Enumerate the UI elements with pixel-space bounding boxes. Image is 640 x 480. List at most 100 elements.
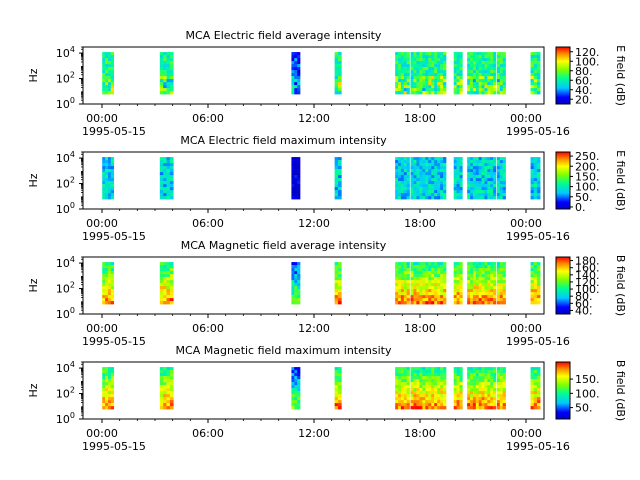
- heatmap-cell: [478, 88, 482, 92]
- heatmap-cell: [166, 157, 171, 161]
- heatmap-cell: [475, 274, 479, 278]
- heatmap-cell: [431, 160, 435, 164]
- heatmap-cell: [502, 73, 506, 77]
- heatmap-cell: [406, 262, 410, 266]
- heatmap-cell: [437, 178, 441, 182]
- heatmap-cell: [416, 76, 420, 80]
- heatmap-cell: [425, 280, 429, 284]
- heatmap-cell: [102, 181, 106, 185]
- heatmap-cell: [105, 52, 109, 56]
- heatmap-cell: [467, 385, 471, 389]
- heatmap-cell: [478, 301, 482, 305]
- heatmap-cell: [536, 82, 541, 86]
- heatmap-cell: [422, 289, 426, 293]
- heatmap-cell: [536, 388, 541, 392]
- heatmap-cell: [496, 58, 501, 62]
- heatmap-cell: [403, 79, 407, 83]
- heatmap-cell: [163, 79, 167, 83]
- heatmap-cell: [163, 52, 167, 56]
- heatmap-cell: [334, 376, 339, 380]
- heatmap-cell: [159, 175, 164, 179]
- heatmap-cell: [166, 70, 171, 74]
- heatmap-cell: [453, 55, 457, 59]
- heatmap-cell: [472, 184, 477, 188]
- heatmap-cell: [533, 280, 538, 284]
- heatmap-cell: [169, 388, 174, 392]
- heatmap-cell: [398, 367, 402, 371]
- heatmap-cell: [163, 67, 167, 71]
- heatmap-cell: [533, 370, 538, 374]
- heatmap-cell: [398, 295, 402, 299]
- heatmap-cell: [403, 91, 407, 95]
- heatmap-cell: [481, 196, 485, 200]
- heatmap-cell: [456, 85, 460, 89]
- heatmap-cell: [453, 406, 457, 410]
- heatmap-cell: [337, 169, 342, 173]
- heatmap-cell: [291, 61, 295, 65]
- heatmap-cell: [337, 382, 342, 386]
- heatmap-cell: [297, 289, 301, 293]
- colorbar-tick-label: 100.: [575, 181, 600, 194]
- heatmap-cell: [428, 61, 432, 65]
- heatmap-cell: [395, 184, 399, 188]
- colorbar-label: B field (dB): [614, 360, 627, 421]
- heatmap-cell: [291, 70, 295, 74]
- heatmap-cell: [440, 190, 444, 194]
- heatmap-cell: [337, 292, 342, 296]
- heatmap-cell: [400, 73, 405, 77]
- heatmap-cell: [400, 178, 405, 182]
- heatmap-cell: [400, 388, 405, 392]
- heatmap-cell: [159, 277, 164, 281]
- heatmap-cell: [159, 388, 164, 392]
- heatmap-cell: [431, 55, 435, 59]
- heatmap-cell: [478, 388, 482, 392]
- heatmap-cell: [428, 85, 432, 89]
- heatmap-cell: [428, 88, 432, 92]
- heatmap-cell: [437, 76, 441, 80]
- heatmap-cell: [478, 184, 482, 188]
- heatmap-cell: [334, 190, 339, 194]
- heatmap-cell: [406, 271, 410, 275]
- heatmap-cell: [487, 280, 491, 284]
- heatmap-cell: [437, 52, 441, 56]
- x-tick-label: 12:00: [298, 112, 330, 125]
- heatmap-cell: [398, 184, 402, 188]
- heatmap-cell: [490, 187, 494, 191]
- heatmap-cell: [484, 382, 488, 386]
- heatmap-cell: [166, 286, 171, 290]
- heatmap-cell: [453, 184, 457, 188]
- heatmap-cell: [533, 79, 538, 83]
- heatmap-cell: [493, 301, 497, 305]
- heatmap-cell: [294, 187, 298, 191]
- heatmap-cell: [459, 289, 463, 293]
- heatmap-cell: [499, 166, 503, 170]
- heatmap-cell: [443, 376, 447, 380]
- heatmap-cell: [294, 286, 298, 290]
- heatmap-cell: [533, 175, 538, 179]
- heatmap-cell: [395, 397, 399, 401]
- heatmap-cell: [294, 376, 298, 380]
- heatmap-cell: [490, 382, 494, 386]
- heatmap-cell: [530, 298, 535, 302]
- heatmap-cell: [403, 169, 407, 173]
- heatmap-cell: [403, 157, 407, 161]
- heatmap-cell: [297, 187, 301, 191]
- heatmap-cell: [398, 379, 402, 383]
- heatmap-cell: [403, 163, 407, 167]
- heatmap-cell: [472, 73, 477, 77]
- heatmap-cell: [496, 187, 501, 191]
- heatmap-cell: [533, 73, 538, 77]
- heatmap-cell: [107, 388, 112, 392]
- heatmap-cell: [440, 298, 444, 302]
- heatmap-cell: [413, 181, 417, 185]
- heatmap-cell: [425, 187, 429, 191]
- heatmap-cell: [102, 301, 106, 305]
- heatmap-cell: [481, 76, 485, 80]
- heatmap-cell: [470, 271, 474, 275]
- heatmap-cell: [406, 64, 410, 68]
- heatmap-cell: [107, 61, 112, 65]
- heatmap-cell: [110, 370, 115, 374]
- heatmap-cell: [530, 385, 535, 389]
- heatmap-cell: [107, 367, 112, 371]
- heatmap-cell: [487, 403, 491, 407]
